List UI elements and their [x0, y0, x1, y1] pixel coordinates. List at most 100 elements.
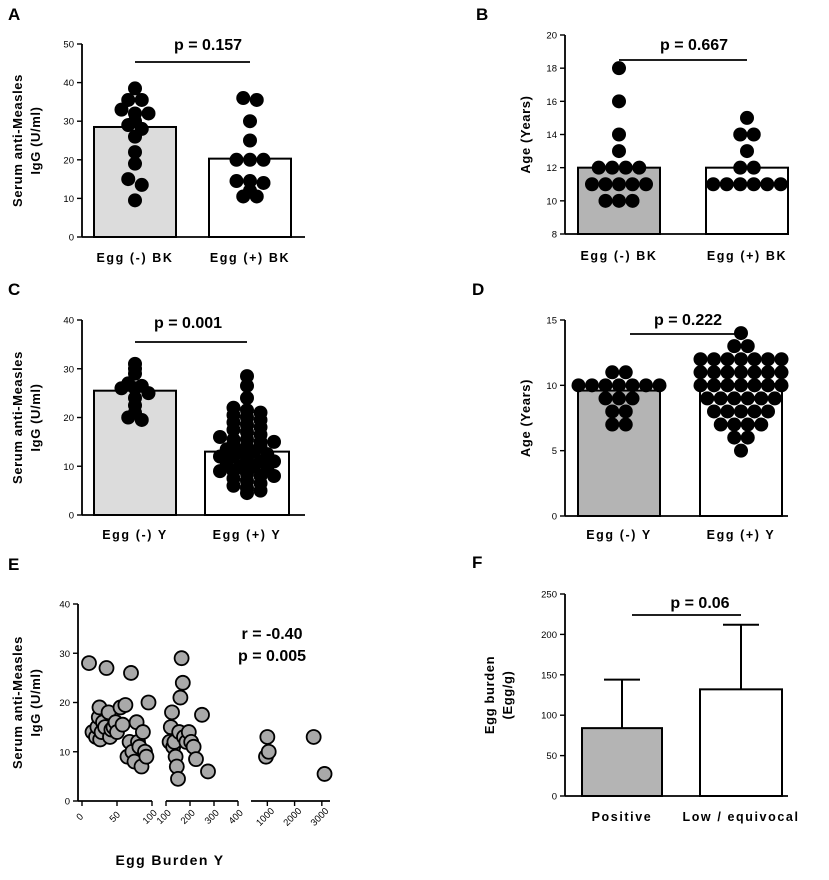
- D-data-point: [618, 417, 633, 432]
- A-data-point: [128, 193, 142, 208]
- E-data-point: [98, 660, 115, 676]
- D-data-point: [734, 378, 748, 393]
- B-category-label: Egg (+) BK: [707, 249, 787, 263]
- B-category-label: Egg (-) BK: [580, 249, 657, 263]
- B-data-point: [612, 193, 626, 208]
- C-y-axis-label: Serum anti-Measles: [10, 351, 25, 484]
- D-data-point: [585, 378, 599, 393]
- D-data-point: [754, 391, 769, 406]
- B-data-point: [612, 144, 626, 159]
- C-y-tick-label: 30: [63, 364, 74, 375]
- B-data-point: [719, 177, 734, 192]
- C-data-point: [128, 356, 142, 371]
- C-data-point: [240, 403, 254, 418]
- C-data-point: [267, 434, 281, 449]
- A-data-point: [128, 156, 142, 171]
- E-y-axis-label: Serum anti-Measles: [10, 636, 25, 769]
- B-data-point: [598, 177, 613, 192]
- D-data-point: [774, 352, 789, 367]
- D-y-axis-label: Age (Years): [518, 379, 533, 457]
- E-y-tick-label: 0: [65, 797, 70, 808]
- D-data-point: [734, 352, 748, 367]
- E-y-tick-label: 30: [59, 649, 70, 660]
- A-category-label: Egg (-) BK: [96, 251, 173, 265]
- panel-label-f: F: [472, 553, 482, 572]
- D-data-point: [747, 352, 762, 367]
- B-y-tick-label: 14: [546, 130, 557, 141]
- B-data-point: [746, 160, 761, 175]
- F-y-tick-label: 0: [552, 792, 557, 803]
- D-y-tick-label: 15: [546, 316, 557, 327]
- A-data-point: [121, 172, 136, 187]
- A-data-point: [243, 152, 257, 167]
- B-data-point: [591, 160, 606, 175]
- D-data-point: [700, 391, 715, 406]
- E-annotation: r = -0.40: [242, 626, 303, 643]
- D-data-point: [734, 326, 748, 341]
- E-data-point: [140, 694, 157, 711]
- D-data-point: [767, 391, 782, 406]
- A-data-point: [243, 183, 257, 198]
- F-y-tick-label: 50: [546, 751, 557, 762]
- D-data-point: [618, 365, 633, 380]
- E-y-axis-label: IgG (U/ml): [28, 668, 43, 736]
- D-data-point: [713, 417, 728, 432]
- B-data-point: [733, 127, 748, 142]
- E-data-point: [188, 751, 204, 768]
- E-x-axis-label: Egg Burden Y: [115, 852, 224, 868]
- A-data-point: [128, 106, 142, 121]
- E-data-point: [138, 748, 155, 765]
- E-y-tick-label: 10: [59, 747, 70, 758]
- B-data-point: [618, 160, 633, 175]
- B-y-tick-label: 18: [546, 64, 557, 75]
- F-y-tick-label: 200: [541, 630, 557, 641]
- F-y-tick-label: 100: [541, 711, 557, 722]
- B-data-point: [612, 61, 626, 76]
- A-y-tick-label: 0: [69, 233, 74, 244]
- B-data-point: [639, 177, 653, 192]
- D-data-point: [761, 352, 775, 367]
- E-y-tick-label: 20: [59, 698, 70, 709]
- C-y-tick-label: 10: [63, 462, 74, 473]
- D-data-point: [605, 365, 620, 380]
- A-data-point: [229, 174, 244, 189]
- C-y-tick-label: 0: [69, 511, 74, 522]
- A-y-tick-label: 30: [63, 117, 74, 128]
- E-x-tick-label: 2000: [281, 806, 304, 829]
- B-p-value: p = 0.667: [660, 37, 728, 54]
- E-y-tick-label: 40: [59, 600, 70, 611]
- A-y-axis-label: IgG (U/ml): [28, 106, 43, 174]
- A-data-point: [121, 92, 136, 107]
- A-data-point: [128, 145, 142, 160]
- C-category-label: Egg (-) Y: [102, 528, 168, 542]
- B-data-point: [746, 177, 761, 192]
- C-category-label: Egg (+) Y: [213, 528, 282, 542]
- E-data-point: [173, 650, 190, 667]
- D-y-tick-label: 0: [552, 512, 557, 523]
- C-y-tick-label: 20: [63, 413, 74, 424]
- B-data-point: [773, 177, 788, 192]
- D-data-point: [612, 378, 626, 393]
- D-data-point: [598, 378, 613, 393]
- D-data-point: [693, 352, 708, 367]
- D-data-point: [707, 404, 721, 419]
- A-p-value: p = 0.157: [174, 37, 242, 54]
- D-data-point: [693, 365, 708, 380]
- B-data-point: [740, 110, 754, 125]
- C-data-point: [253, 405, 268, 420]
- F-bar-1: [581, 727, 663, 797]
- A-data-point: [256, 175, 271, 190]
- A-data-point: [256, 152, 271, 167]
- F-y-axis-label: (Egg/g): [500, 671, 515, 720]
- A-data-point: [229, 152, 244, 167]
- C-y-tick-label: 40: [63, 316, 74, 327]
- E-data-point: [194, 706, 210, 723]
- A-y-tick-label: 10: [63, 194, 74, 205]
- B-data-point: [733, 160, 748, 175]
- C-data-point: [213, 430, 227, 444]
- D-data-point: [734, 404, 748, 419]
- E-data-point: [259, 729, 276, 745]
- E-data-point: [305, 729, 322, 745]
- B-data-point: [612, 177, 626, 192]
